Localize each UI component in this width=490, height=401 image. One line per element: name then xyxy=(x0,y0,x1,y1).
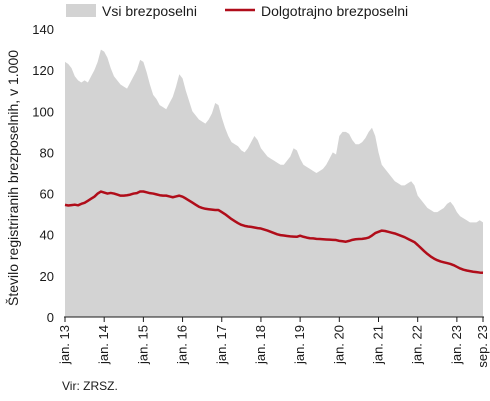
y-axis-label: Število registriranih brezposelnih, v 1.… xyxy=(5,50,21,306)
x-tick-label: jan. 17 xyxy=(214,325,229,365)
y-tick-label: 140 xyxy=(32,22,54,37)
x-tick-label: jan. 21 xyxy=(371,325,386,365)
y-tick-label: 100 xyxy=(32,104,54,119)
x-tick-label: jan. 19 xyxy=(292,325,307,365)
x-tick-label: jan. 20 xyxy=(331,325,346,365)
x-tick-label: jan. 13 xyxy=(57,325,72,365)
y-tick-label: 120 xyxy=(32,63,54,78)
y-tick-label: 0 xyxy=(47,310,54,325)
x-tick-label: sep. 23 xyxy=(475,325,490,368)
x-tick-label: jan. 14 xyxy=(96,325,111,365)
y-axis-ticks: 0 20 40 60 80 100 120 140 xyxy=(32,22,54,325)
x-axis-ticks: jan. 13 jan. 14 jan. 15 jan. 16 jan. 17 jan. … xyxy=(57,317,490,368)
x-tick-label: jan. 16 xyxy=(175,325,190,365)
area-series-layer xyxy=(65,49,483,317)
legend-swatch-vsi-brezposelni xyxy=(66,4,96,17)
y-tick-label: 20 xyxy=(40,269,54,284)
y-tick-label: 40 xyxy=(40,228,54,243)
y-tick-label: 60 xyxy=(40,187,54,202)
legend-label-dolgotrajno-brezposelni: Dolgotrajno brezposelni xyxy=(261,3,408,19)
line-dolgotrajno-brezposelni xyxy=(64,190,484,275)
line-series-layer xyxy=(64,190,484,275)
x-tick-label: jan. 23 xyxy=(449,325,464,365)
source-note: Vir: ZRSZ. xyxy=(62,379,118,393)
area-vsi-brezposelni xyxy=(65,49,483,317)
y-tick-label: 80 xyxy=(40,145,54,160)
x-tick-label: jan. 22 xyxy=(410,325,425,365)
x-tick-label: jan. 18 xyxy=(253,325,268,365)
x-tick-label: jan. 15 xyxy=(135,325,150,365)
legend-label-vsi-brezposelni: Vsi brezposelni xyxy=(102,3,197,19)
legend: Vsi brezposelni Dolgotrajno brezposelni xyxy=(66,3,408,19)
